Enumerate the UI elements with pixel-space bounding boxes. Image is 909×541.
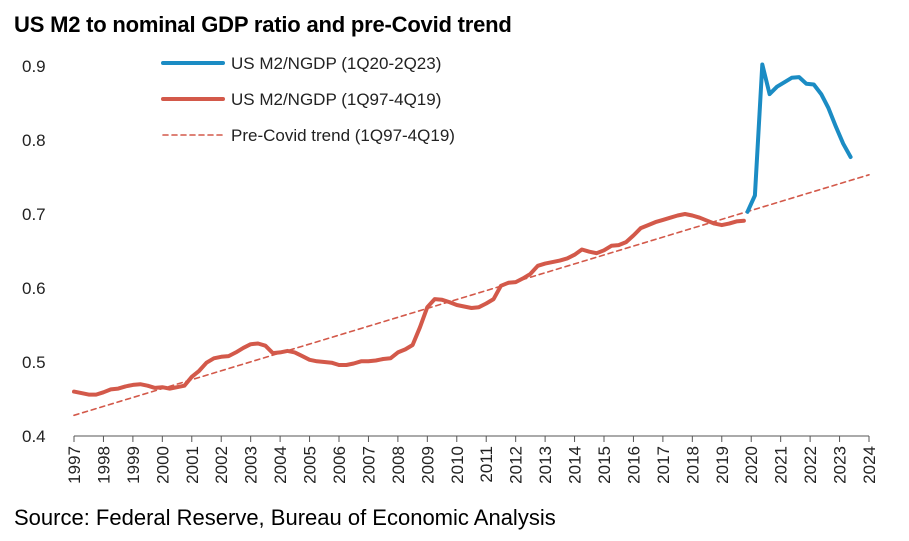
x-tick-label: 2024 bbox=[860, 446, 879, 484]
legend-label: US M2/NGDP (1Q20-2Q23) bbox=[231, 54, 441, 73]
x-tick-label: 2013 bbox=[536, 446, 555, 484]
legend: US M2/NGDP (1Q20-2Q23) US M2/NGDP (1Q97-4… bbox=[161, 54, 455, 145]
x-tick-label: 2003 bbox=[242, 446, 261, 484]
series-line-pre-covid bbox=[72, 212, 746, 397]
y-tick-label: 0.5 bbox=[22, 353, 46, 372]
x-tick-label: 2020 bbox=[742, 446, 761, 484]
x-tick-label: 2014 bbox=[566, 446, 585, 484]
x-tick-label: 2008 bbox=[389, 446, 408, 484]
x-tick-label: 2001 bbox=[183, 446, 202, 484]
x-tick-label: 1998 bbox=[94, 446, 113, 484]
y-tick-label: 0.4 bbox=[22, 427, 46, 446]
source-note: Source: Federal Reserve, Bureau of Econo… bbox=[14, 505, 556, 530]
y-tick-label: 0.8 bbox=[22, 131, 46, 150]
x-tick-label: 2018 bbox=[683, 446, 702, 484]
x-tick-label: 2011 bbox=[477, 446, 496, 483]
x-tick-label: 2007 bbox=[359, 446, 378, 484]
x-tick-label: 2019 bbox=[713, 446, 732, 484]
x-tick-label: 2002 bbox=[212, 446, 231, 484]
x-tick-label: 2022 bbox=[801, 446, 820, 484]
legend-label: Pre-Covid trend (1Q97-4Q19) bbox=[231, 126, 455, 145]
y-tick-label: 0.6 bbox=[22, 279, 46, 298]
x-tick-label: 2015 bbox=[595, 446, 614, 484]
x-tick-label: 2000 bbox=[153, 446, 172, 484]
x-tick-label: 2006 bbox=[330, 446, 349, 484]
y-axis: 0.9 0.8 0.7 0.6 0.5 0.4 bbox=[22, 57, 46, 446]
plot-area bbox=[72, 62, 870, 417]
x-tick-label: 2005 bbox=[301, 446, 320, 484]
x-tick-label: 2023 bbox=[831, 446, 850, 484]
x-tick-label: 2012 bbox=[507, 446, 526, 484]
y-tick-label: 0.9 bbox=[22, 57, 46, 76]
trend-line bbox=[73, 174, 870, 417]
x-tick-label: 2004 bbox=[271, 446, 290, 484]
x-tick-label: 2021 bbox=[772, 446, 791, 484]
x-tick-label: 2010 bbox=[448, 446, 467, 484]
chart-title: US M2 to nominal GDP ratio and pre-Covid… bbox=[14, 12, 512, 37]
series-line-covid bbox=[745, 62, 853, 214]
x-tick-label: 2009 bbox=[418, 446, 437, 484]
x-tick-label: 1999 bbox=[124, 446, 143, 484]
x-tick-label: 1997 bbox=[65, 446, 84, 484]
x-axis: 1997 1998 1999 2000 2001 2002 2003 2004 2005 2006… bbox=[65, 435, 879, 484]
y-tick-label: 0.7 bbox=[22, 205, 46, 224]
x-tick-label: 2016 bbox=[624, 446, 643, 484]
x-tick-label: 2017 bbox=[654, 446, 673, 484]
legend-label: US M2/NGDP (1Q97-4Q19) bbox=[231, 90, 441, 109]
